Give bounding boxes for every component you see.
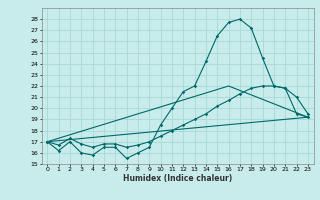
X-axis label: Humidex (Indice chaleur): Humidex (Indice chaleur) [123,174,232,183]
